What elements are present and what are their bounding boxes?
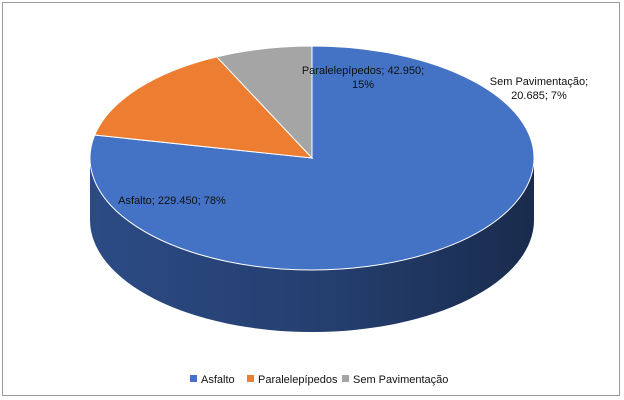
pie-slice-sem-pavimenta-o (215, 45, 313, 160)
data-label-2-line-0: Sem Pavimentação; (490, 76, 588, 88)
data-label-2-line-1: 20.685; 7% (511, 90, 567, 102)
data-label-2: Sem Pavimentação; 20.685; 7% (490, 76, 588, 102)
legend-label-0: Asfalto (201, 374, 235, 386)
data-label-0-line-0: Asfalto; 229.450; 78% (118, 195, 226, 207)
legend-label-2: Sem Pavimentação (353, 374, 448, 386)
pie-slices (89, 45, 535, 271)
data-label-0: Asfalto; 229.450; 78% (118, 195, 226, 207)
legend-swatch-1 (247, 375, 254, 382)
legend-swatch-2 (342, 375, 349, 382)
pie-side-shade-0-0 (90, 158, 534, 332)
pie-side-walls (90, 158, 534, 332)
legend-label-1: Paralelepípedos (258, 374, 338, 386)
legend: Asfalto Paralelepípedos Sem Pavimentação (190, 374, 448, 386)
data-label-1-line-1: 15% (352, 79, 374, 91)
pie-slice-paralelep-pedos (94, 56, 314, 159)
pie-data-labels: Asfalto; 229.450; 78% Paralelepípedos; 42… (118, 65, 588, 207)
legend-swatch-0 (190, 375, 197, 382)
data-label-1-line-0: Paralelepípedos; 42.950; (302, 65, 424, 77)
data-label-1: Paralelepípedos; 42.950; 15% (302, 65, 424, 91)
